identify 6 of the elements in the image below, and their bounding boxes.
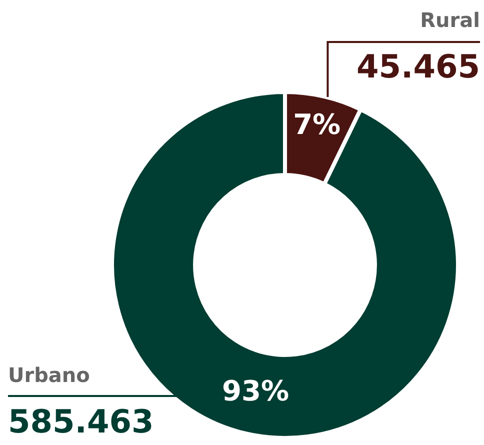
data-label: 45.465 [356,47,480,86]
text: 7% [293,108,341,142]
data-label: 585.463 [8,402,154,440]
slice-label: Urbano [8,363,90,388]
slice-label: Rural [420,8,480,32]
text: 93% [222,374,290,408]
